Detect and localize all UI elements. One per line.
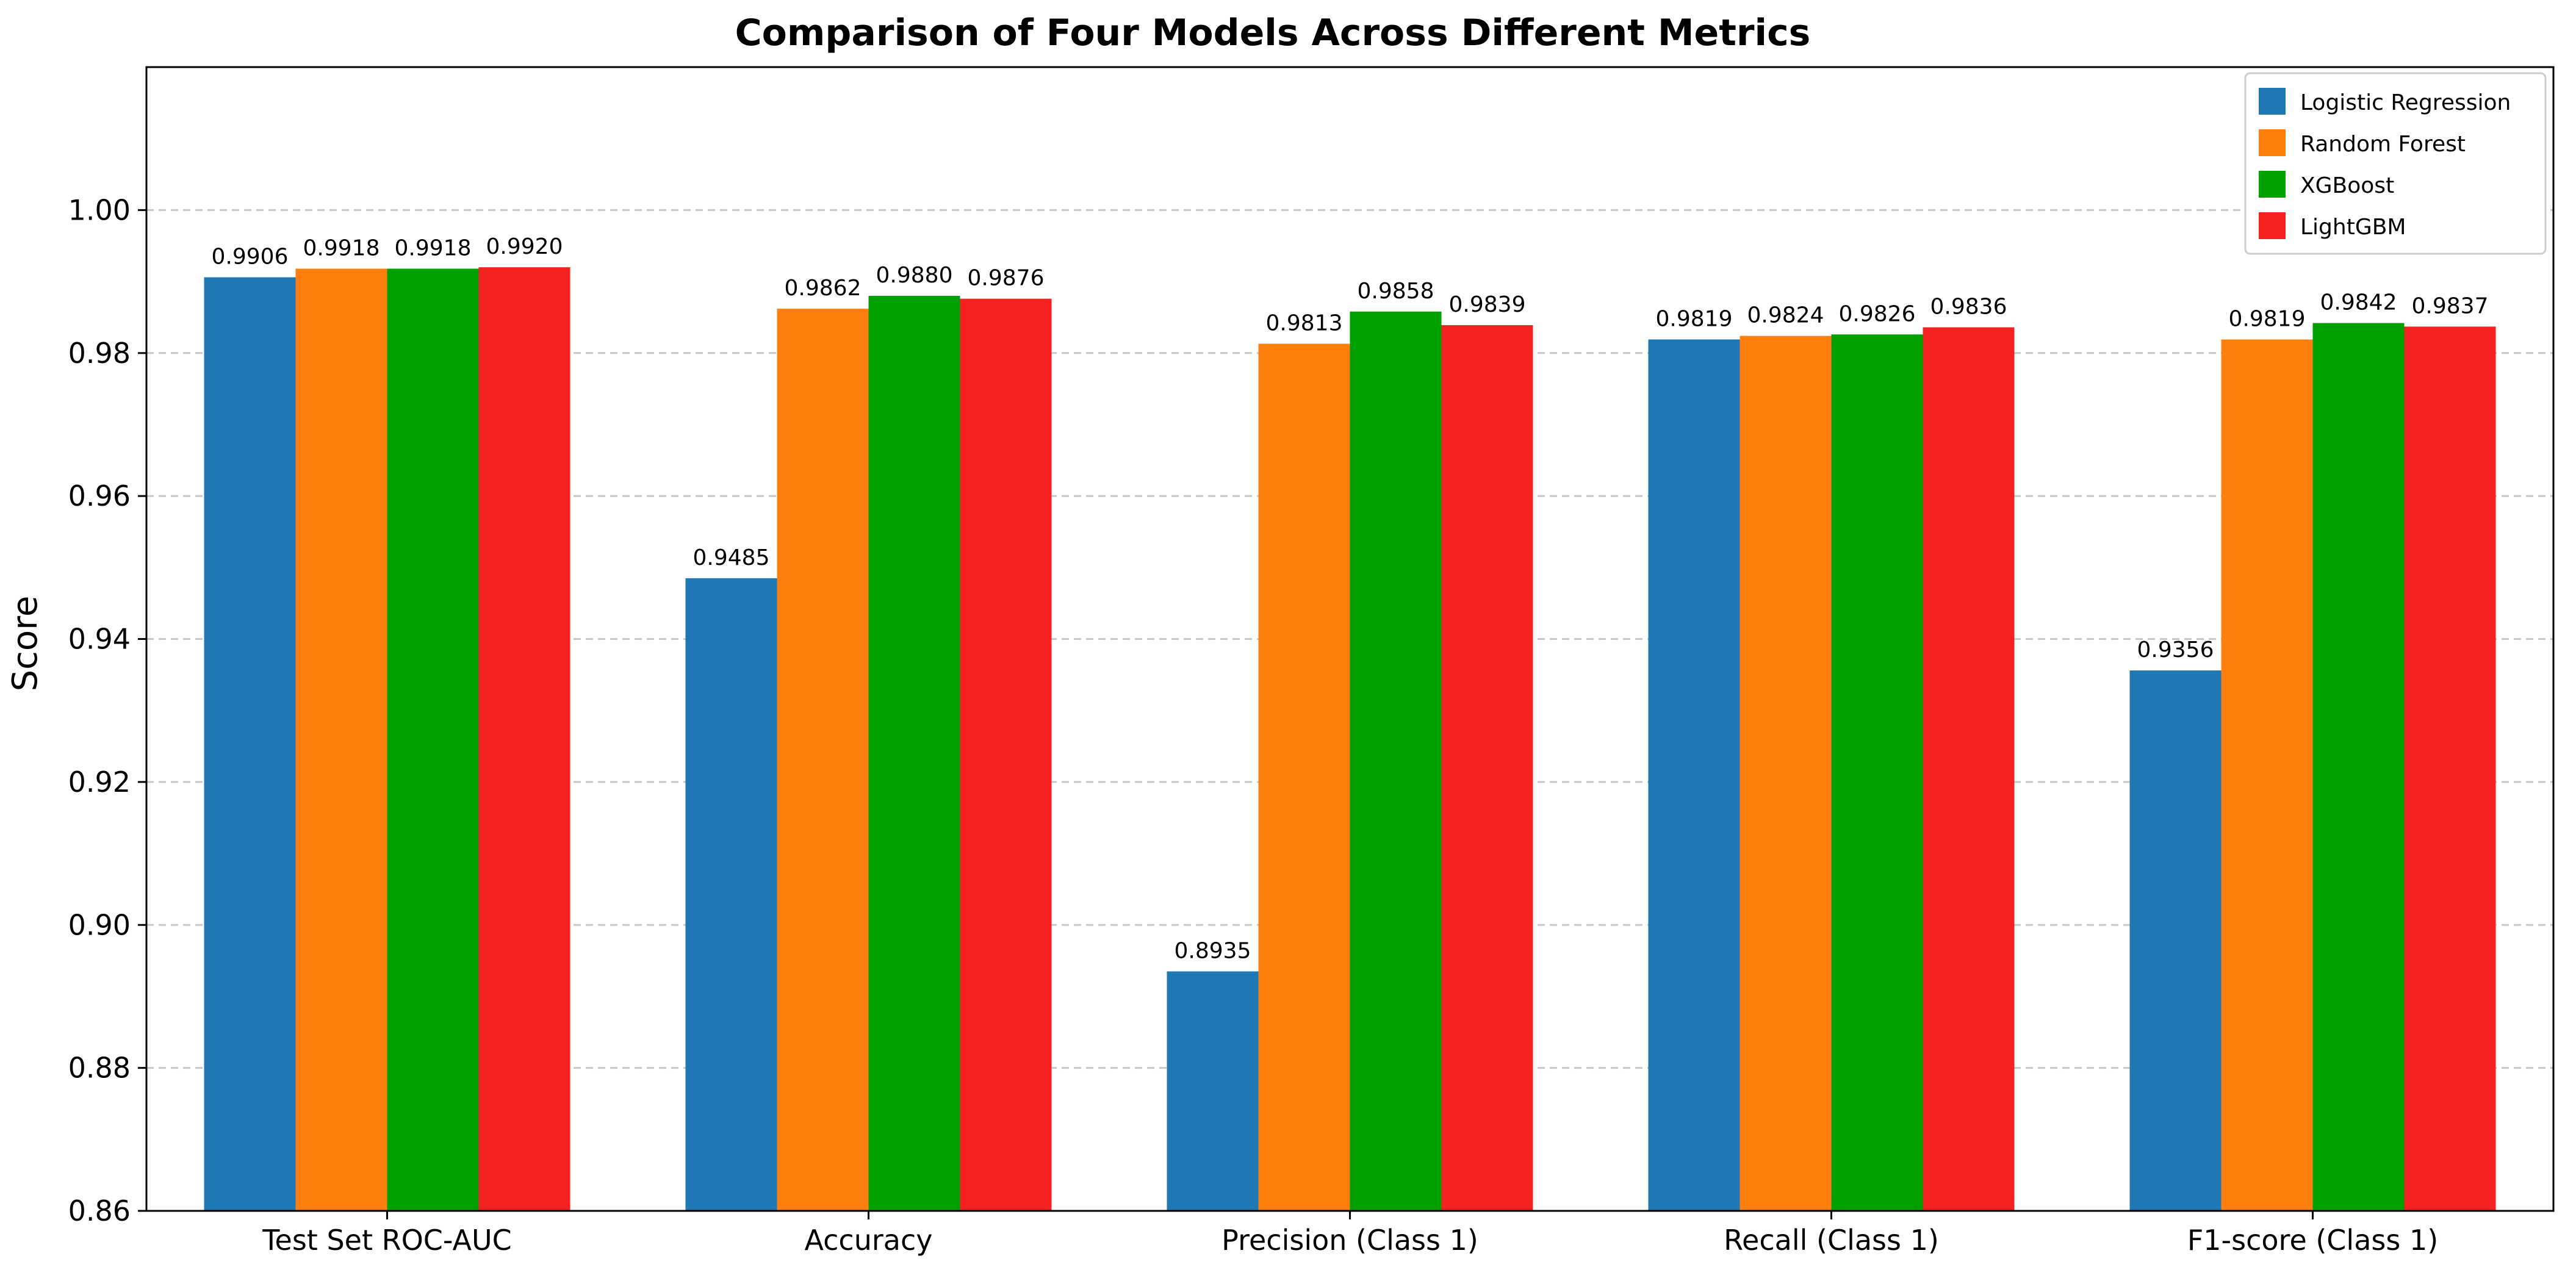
- legend-label: LightGBM: [2300, 215, 2406, 240]
- bar: [2221, 339, 2313, 1211]
- bar-value-label: 0.9858: [1358, 279, 1434, 304]
- bar: [1740, 336, 1832, 1211]
- bar: [685, 578, 777, 1211]
- bar-value-label: 0.9880: [876, 263, 953, 288]
- bar: [960, 298, 1052, 1211]
- x-tick-label: Accuracy: [804, 1224, 932, 1257]
- bar: [1831, 334, 1923, 1211]
- bar-value-label: 0.9842: [2320, 290, 2397, 315]
- chart-title: Comparison of Four Models Across Differe…: [735, 12, 1811, 54]
- bar-value-label: 0.9837: [2412, 293, 2489, 318]
- x-tick-label: Recall (Class 1): [1724, 1224, 1939, 1257]
- bar: [1258, 343, 1350, 1211]
- bar: [2404, 326, 2496, 1211]
- bar-value-label: 0.9819: [1656, 306, 1733, 331]
- value-labels: 0.9906 0.9918 0.9918 0.9920 0.9485 0.9862 0.98…: [212, 234, 2489, 963]
- bar: [1923, 327, 2015, 1211]
- legend-swatch: [2259, 212, 2286, 239]
- bar-value-label: 0.9826: [1839, 301, 1916, 326]
- bar-value-label: 0.9824: [1747, 303, 1824, 328]
- y-tick-label: 0.94: [68, 623, 131, 656]
- y-axis-label: Score: [5, 596, 45, 692]
- x-tick-label: Test Set ROC-AUC: [262, 1224, 512, 1257]
- bar: [1648, 339, 1740, 1211]
- bar: [295, 268, 387, 1211]
- bar: [387, 268, 479, 1211]
- y-tick-label: 0.90: [68, 908, 131, 941]
- y-tick-label: 0.92: [68, 766, 131, 799]
- y-tick-label: 0.86: [68, 1194, 131, 1227]
- bar-value-label: 0.9485: [693, 545, 770, 570]
- legend-box: [2244, 72, 2547, 255]
- legend: Logistic Regression Random Forest XGBoost L…: [2244, 72, 2547, 255]
- bar-value-label: 0.9906: [212, 245, 289, 270]
- bar: [777, 309, 869, 1211]
- y-axis-ticks: 0.86 0.88 0.90 0.92 0.94 0.96 0.98 1.00: [68, 193, 146, 1227]
- y-tick-label: 0.98: [68, 337, 131, 370]
- bar-value-label: 0.9813: [1266, 311, 1343, 336]
- bar-value-label: 0.9356: [2137, 637, 2214, 662]
- bar-value-label: 0.9862: [785, 276, 862, 301]
- bar: [2129, 670, 2222, 1211]
- y-tick-label: 1.00: [68, 193, 131, 226]
- legend-swatch: [2259, 171, 2286, 198]
- legend-label: XGBoost: [2300, 173, 2394, 198]
- x-axis-ticks: Test Set ROC-AUC Accuracy Precision (Class…: [262, 1211, 2438, 1257]
- bar: [2312, 323, 2405, 1211]
- bar-value-label: 0.9918: [395, 235, 472, 260]
- bar-value-label: 0.9839: [1449, 292, 1526, 317]
- bar: [1167, 971, 1259, 1211]
- legend-swatch: [2259, 88, 2286, 115]
- bar-value-label: 0.9876: [968, 266, 1045, 291]
- bar: [1350, 311, 1442, 1211]
- bar-value-label: 0.9920: [486, 234, 563, 259]
- x-tick-label: F1-score (Class 1): [2187, 1224, 2438, 1257]
- bars: [204, 267, 2496, 1211]
- bar: [868, 296, 960, 1211]
- y-tick-label: 0.88: [68, 1052, 131, 1085]
- x-tick-label: Precision (Class 1): [1221, 1224, 1478, 1257]
- bar: [1441, 325, 1533, 1211]
- y-tick-label: 0.96: [68, 479, 131, 512]
- legend-label: Logistic Regression: [2300, 90, 2511, 115]
- bar-value-label: 0.9836: [1930, 295, 2007, 320]
- legend-label: Random Forest: [2300, 132, 2466, 157]
- bar-value-label: 0.9819: [2229, 306, 2306, 331]
- bar: [478, 267, 570, 1211]
- plot-frame: [145, 66, 2555, 1212]
- bar: [204, 277, 296, 1211]
- bar-value-label: 0.9918: [303, 235, 380, 260]
- bar-value-label: 0.8935: [1175, 938, 1251, 963]
- legend-swatch: [2259, 129, 2286, 156]
